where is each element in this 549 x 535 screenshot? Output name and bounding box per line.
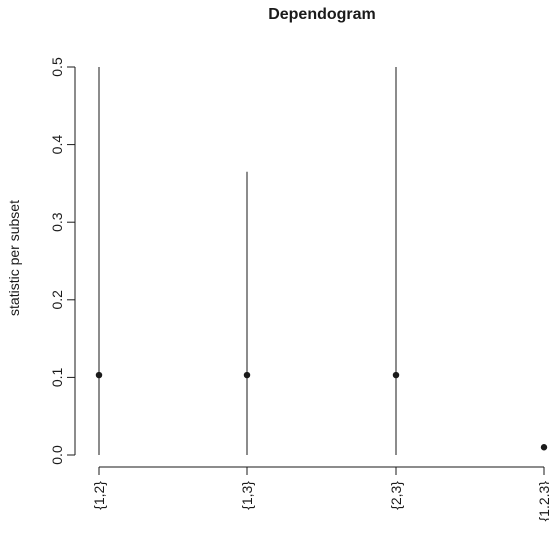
y-tick-label: 0.1 — [49, 367, 65, 387]
x-tick-label: {1,2} — [91, 481, 107, 510]
chart-title: Dependogram — [268, 6, 376, 23]
x-tick-label: {2,3} — [388, 481, 404, 510]
y-tick-label: 0.3 — [49, 212, 65, 232]
x-tick-label: {1,3} — [239, 481, 255, 510]
plot-marks — [95, 67, 548, 455]
y-tick-label: 0.4 — [49, 135, 65, 155]
statistic-point — [95, 371, 103, 379]
y-axis-label: statistic per subset — [6, 200, 22, 316]
statistic-point — [392, 371, 400, 379]
y-tick-label: 0.2 — [49, 290, 65, 310]
y-axis: 0.0 0.1 0.2 0.3 0.4 0.5 — [49, 57, 76, 465]
statistic-point — [540, 444, 548, 451]
x-tick-label: {1,2,3} — [536, 481, 549, 522]
y-tick-label: 0.5 — [49, 57, 65, 77]
x-axis: {1,2} {1,3} {2,3} {1,2,3} — [91, 466, 549, 522]
y-tick-label: 0.0 — [49, 445, 65, 465]
statistic-point — [243, 371, 251, 379]
